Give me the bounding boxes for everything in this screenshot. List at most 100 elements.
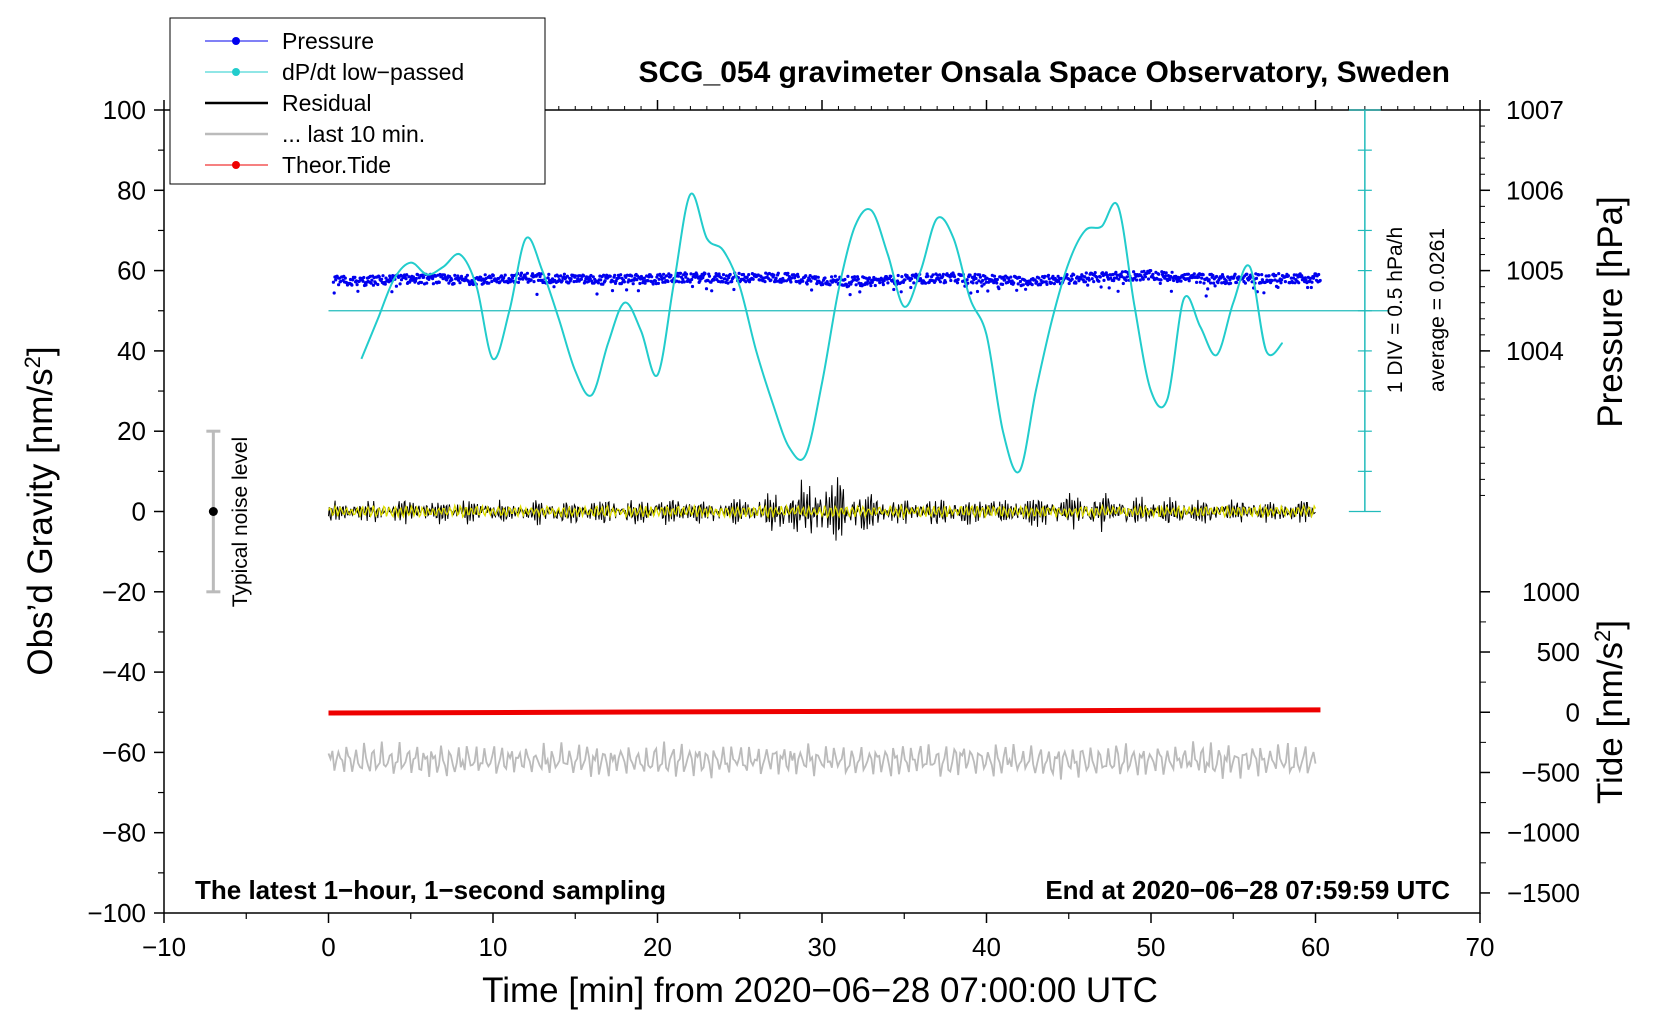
y-tick-label: −20 (102, 577, 146, 607)
pressure-tick-label: 1007 (1506, 95, 1564, 125)
pressure-point (846, 274, 850, 278)
y-tick-label: 60 (117, 256, 146, 286)
series-pressure (331, 269, 1322, 298)
pressure-point (1169, 289, 1173, 293)
pressure-point (531, 272, 535, 276)
pressure-point (1243, 281, 1247, 285)
x-tick-label: 60 (1301, 932, 1330, 962)
pressure-point (539, 272, 544, 276)
pressure-point (636, 289, 641, 293)
pressure-point (1215, 274, 1219, 279)
pressure-point (1045, 282, 1049, 286)
pressure-point (681, 277, 685, 281)
pressure-point (498, 280, 502, 284)
pressure-point (405, 273, 409, 277)
pressure-point (646, 279, 650, 283)
pressure-point (1044, 280, 1048, 284)
pressure-point (499, 274, 504, 278)
x-axis-title: Time [min] from 2020−06−28 07:00:00 UTC (482, 971, 1158, 1010)
pressure-point (431, 282, 435, 286)
tide-tick-label: 0 (1566, 697, 1580, 727)
pressure-point (881, 283, 886, 287)
pressure-point (703, 272, 707, 276)
pressure-point (955, 281, 960, 285)
pressure-point (707, 274, 712, 278)
pressure-point (1112, 279, 1116, 283)
legend-label: ... last 10 min. (282, 121, 425, 147)
pressure-point (381, 274, 385, 278)
pressure-point (1121, 281, 1125, 286)
pressure-point (459, 274, 464, 278)
pressure-point (1159, 278, 1163, 282)
pressure-point (1158, 281, 1162, 285)
pressure-point (1216, 281, 1220, 285)
pressure-point (949, 278, 953, 283)
pressure-point (878, 281, 882, 285)
noise-bar-center (208, 507, 218, 516)
pressure-point (833, 274, 837, 278)
pressure-point (1164, 271, 1168, 275)
pressure-point (741, 272, 746, 277)
pressure-point (550, 277, 555, 281)
pressure-point (565, 274, 570, 278)
pressure-point (977, 279, 981, 283)
pressure-point (995, 281, 999, 285)
pressure-point (1047, 277, 1051, 281)
pressure-point (1303, 276, 1307, 280)
pressure-point (1197, 275, 1201, 279)
pressure-point (519, 271, 524, 275)
series-residual-filtered (327, 503, 1317, 520)
pressure-point (1070, 277, 1074, 281)
pressure-point (1093, 271, 1097, 275)
legend-label: Theor.Tide (282, 152, 391, 178)
pressure-point (1187, 279, 1191, 283)
pressure-point (1283, 280, 1287, 284)
pressure-point (1003, 278, 1007, 282)
pressure-point (407, 275, 411, 279)
pressure-point (1277, 272, 1281, 276)
pressure-point (662, 272, 666, 276)
pressure-point (391, 274, 395, 278)
pressure-point (854, 283, 858, 287)
pressure-point (684, 272, 689, 276)
pressure-point (926, 274, 930, 278)
pressure-point (562, 272, 567, 276)
pressure-point (1083, 280, 1088, 284)
pressure-point (774, 276, 778, 280)
pressure-point (384, 276, 388, 280)
pressure-point (1067, 281, 1071, 286)
pressure-point (361, 279, 365, 283)
pressure-point (489, 276, 493, 280)
pressure-point (924, 281, 928, 285)
y-tick-label: 40 (117, 336, 146, 366)
pressure-point (796, 275, 800, 279)
pressure-point (1135, 278, 1139, 282)
pressure-point (690, 284, 695, 289)
pressure-point (364, 283, 368, 287)
series-layer (206, 109, 1390, 780)
pressure-point (1043, 274, 1047, 278)
pressure-point (659, 275, 664, 279)
pressure-point (1317, 272, 1321, 277)
legend: Pressure dP/dt low−passed Residual ... last… (169, 17, 546, 185)
pressure-point (425, 281, 429, 285)
pressure-point (1009, 275, 1013, 279)
pressure-point (1318, 278, 1322, 283)
pressure-point (704, 287, 709, 291)
pressure-point (1310, 280, 1314, 284)
pressure-point (896, 273, 900, 278)
series-residual (328, 477, 1316, 541)
pressure-point (599, 278, 603, 282)
pressure-point (1262, 291, 1266, 295)
pressure-point (596, 281, 601, 285)
pressure-point (1170, 270, 1174, 274)
pressure-point (331, 280, 335, 284)
pressure-point (1293, 281, 1297, 285)
pressure-point (356, 289, 360, 293)
pressure-point (510, 273, 514, 277)
y-axis-title: Obs’d Gravity [nm/s2] (20, 346, 61, 675)
pressure-point (1297, 281, 1301, 285)
dpdt-average-label: average = 0.0261 (1426, 228, 1449, 392)
pressure-point (1149, 269, 1153, 273)
pressure-point (332, 291, 336, 295)
